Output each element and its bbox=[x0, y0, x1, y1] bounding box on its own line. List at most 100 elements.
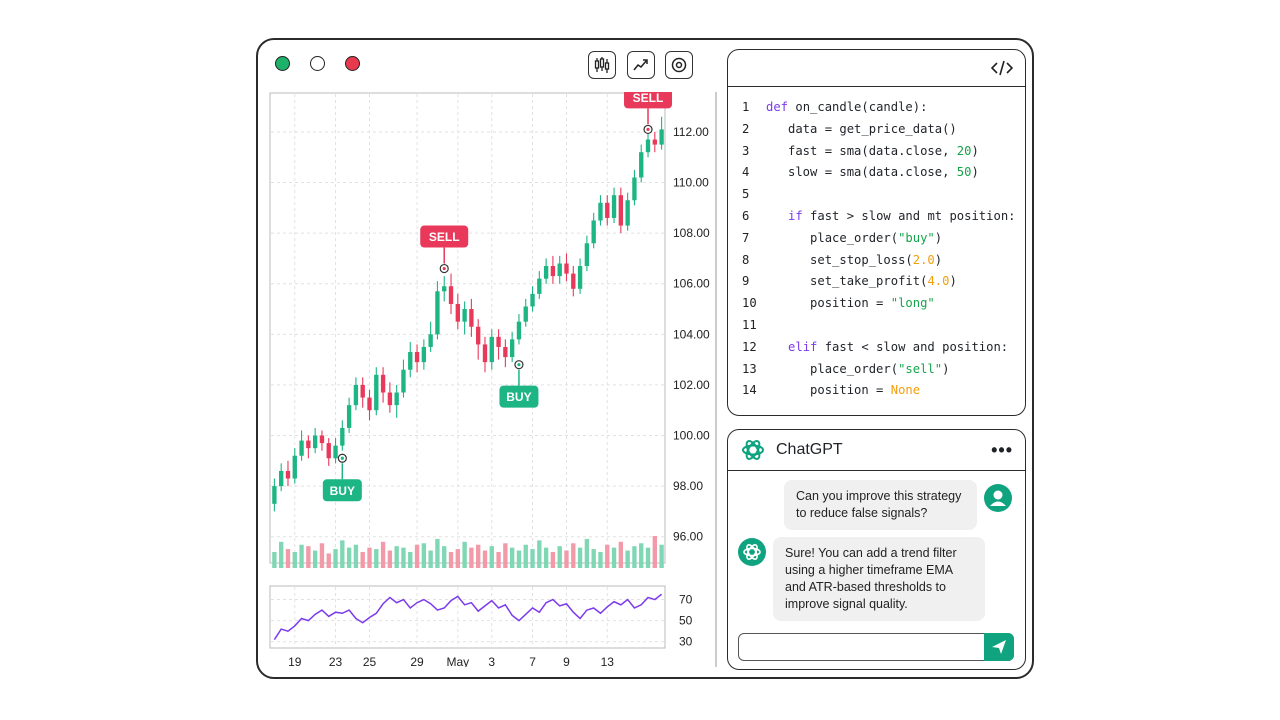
line-number: 8 bbox=[742, 252, 750, 267]
volume-bar bbox=[591, 549, 596, 568]
code-editor[interactable]: 1 def on_candle(candle): 2 data = get_pric… bbox=[728, 87, 1025, 402]
maximize-dot[interactable] bbox=[345, 56, 360, 71]
volume-bar bbox=[598, 552, 603, 568]
candle-body bbox=[455, 303, 460, 322]
volume-bar bbox=[380, 541, 386, 568]
code-token: ) bbox=[949, 274, 957, 289]
oscillator-pane-border bbox=[269, 585, 666, 649]
openai-logo-icon bbox=[743, 544, 761, 560]
user-message: Can you improve this strategy to reduce … bbox=[784, 480, 977, 530]
volume-bar bbox=[550, 552, 556, 568]
signal-label: BUY bbox=[506, 390, 531, 404]
code-token: "long" bbox=[890, 296, 935, 311]
candle-body bbox=[414, 352, 420, 363]
volume-bar bbox=[279, 541, 284, 568]
code-line: 10 position = "long" bbox=[742, 293, 1025, 315]
price-chart[interactable]: 112.00 110.00 108.00 106.00 104.00 102.00 100.… bbox=[269, 92, 717, 667]
volume-bar bbox=[476, 544, 481, 568]
code-icon[interactable] bbox=[991, 60, 1013, 76]
price-tick-label: 110.00 bbox=[673, 176, 709, 190]
line-number: 3 bbox=[742, 143, 750, 158]
candlestick-chart-button[interactable] bbox=[588, 51, 616, 79]
volume-bar bbox=[571, 543, 576, 568]
minimize-dot[interactable] bbox=[310, 56, 325, 71]
volume-bar bbox=[272, 552, 277, 568]
volume-bar bbox=[462, 541, 467, 568]
code-line: 11 bbox=[742, 315, 1025, 337]
settings-button[interactable] bbox=[665, 51, 693, 79]
volume-bar bbox=[625, 550, 630, 568]
signal-point-center bbox=[517, 363, 521, 367]
line-number: 10 bbox=[742, 296, 757, 311]
line-number: 13 bbox=[742, 361, 757, 376]
code-token: set_stop_loss( bbox=[766, 252, 913, 267]
candle-body bbox=[326, 443, 331, 459]
code-token: ) bbox=[971, 143, 979, 158]
price-tick-label: 96.00 bbox=[673, 530, 703, 544]
candle-body bbox=[299, 440, 304, 456]
candle-body bbox=[435, 291, 440, 335]
volume-bar bbox=[530, 549, 535, 568]
line-number: 14 bbox=[742, 383, 757, 398]
code-token: 20 bbox=[956, 143, 972, 158]
candle-body bbox=[374, 374, 379, 411]
code-token: ) bbox=[934, 230, 943, 245]
line-number: 1 bbox=[742, 100, 750, 114]
volume-bar bbox=[346, 547, 352, 568]
code-token: fast > slow and mt position: bbox=[802, 208, 1016, 223]
code-token: "sell" bbox=[898, 361, 943, 376]
volume-bar bbox=[489, 546, 494, 568]
code-line: 7 place_order("buy") bbox=[742, 228, 1025, 250]
send-button[interactable] bbox=[984, 633, 1014, 661]
signal-badge bbox=[420, 225, 469, 248]
volume-bar bbox=[312, 550, 318, 568]
code-line: 9 set_take_profit(4.0) bbox=[742, 271, 1025, 293]
user-avatar bbox=[984, 484, 1012, 512]
candle-body bbox=[292, 455, 297, 479]
candlestick-chart-icon bbox=[594, 57, 610, 73]
volume-bar bbox=[639, 543, 644, 568]
candle-body bbox=[659, 129, 664, 145]
date-tick-label: 19 bbox=[288, 655, 302, 667]
code-line: 2 data = get_price_data() bbox=[742, 119, 1025, 141]
line-chart-button[interactable] bbox=[627, 51, 655, 79]
volume-bar bbox=[496, 552, 501, 568]
code-line: 8 set_stop_loss(2.0) bbox=[742, 250, 1025, 272]
code-token: fast < slow and position: bbox=[817, 339, 1009, 354]
line-number: 4 bbox=[742, 165, 750, 180]
signal-label: SELL bbox=[429, 230, 460, 244]
code-token: set_take_profit( bbox=[766, 274, 928, 289]
code-line: 4 slow = sma(data.close, 50) bbox=[742, 162, 1025, 184]
volume-bar bbox=[659, 544, 664, 568]
code-line: 12 elif fast < slow and position: bbox=[742, 337, 1025, 359]
line-number: 6 bbox=[742, 208, 750, 223]
close-dot[interactable] bbox=[275, 56, 290, 71]
candle-body bbox=[645, 139, 651, 153]
volume-bar bbox=[543, 547, 549, 568]
signal-point-center bbox=[646, 127, 650, 132]
candle-body bbox=[482, 344, 488, 363]
send-icon bbox=[992, 640, 1006, 654]
more-options-icon[interactable]: ••• bbox=[991, 439, 1013, 460]
code-token: ) bbox=[971, 165, 979, 180]
date-tick-label: 7 bbox=[529, 655, 536, 667]
signal-label: SELL bbox=[633, 92, 664, 105]
price-tick-label: 98.00 bbox=[673, 479, 703, 493]
chat-input[interactable] bbox=[738, 633, 1014, 661]
candle-body bbox=[543, 266, 549, 279]
volume-bar bbox=[482, 550, 488, 568]
code-token: 4.0 bbox=[927, 274, 950, 289]
volume-bar bbox=[414, 544, 420, 568]
code-token: slow = sma(data.close, bbox=[766, 165, 957, 180]
candle-body bbox=[279, 470, 284, 487]
signal-label: BUY bbox=[330, 484, 355, 498]
line-number: 9 bbox=[742, 274, 750, 289]
settings-icon bbox=[671, 57, 687, 73]
code-line: 5 bbox=[742, 184, 1025, 206]
candle-body bbox=[360, 384, 365, 398]
candle-body bbox=[469, 309, 474, 327]
volume-bar bbox=[455, 549, 460, 568]
code-token: on_candle(candle): bbox=[788, 100, 928, 114]
candle-body bbox=[564, 263, 569, 274]
candle-body bbox=[312, 435, 318, 449]
